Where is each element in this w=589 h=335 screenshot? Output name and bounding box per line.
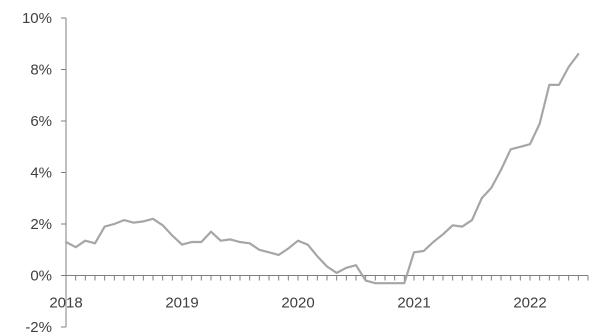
series-line <box>64 52 580 285</box>
series-group <box>64 52 580 285</box>
y-tick-label: 0% <box>30 268 52 285</box>
y-tick-label: 10% <box>22 10 52 27</box>
x-tick-label: 2019 <box>165 295 198 312</box>
y-tick-label: 8% <box>30 62 52 79</box>
y-tick-label: 6% <box>30 113 52 130</box>
x-tick-label: 2018 <box>49 295 82 312</box>
y-tick-label: 4% <box>30 165 52 182</box>
y-axis: -2% 0% 2% 4% 6% 8% 10% <box>22 10 67 335</box>
x-tick-label: 2021 <box>397 295 430 312</box>
y-tick-label: -2% <box>25 319 52 335</box>
x-tick-label: 2020 <box>281 295 314 312</box>
x-tick-label: 2022 <box>513 295 546 312</box>
x-axis: 2018 2019 2020 2021 2022 <box>49 275 589 312</box>
y-tick-label: 2% <box>30 216 52 233</box>
